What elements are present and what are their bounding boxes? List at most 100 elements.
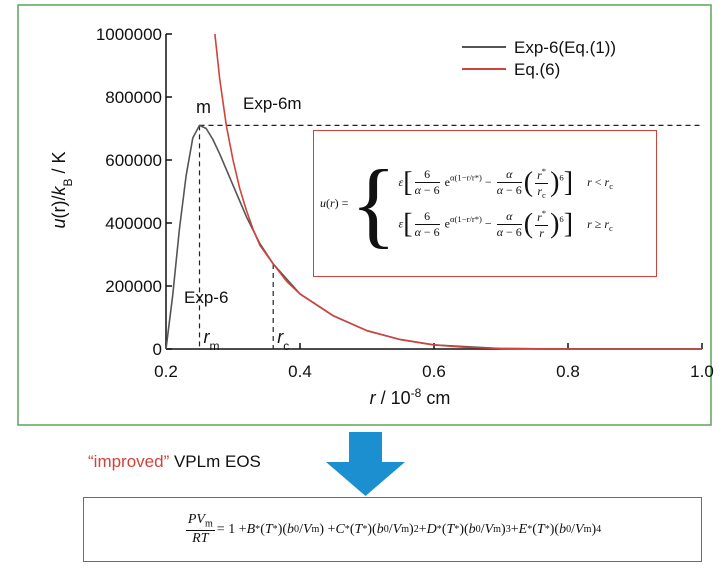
y-tick-label: 0 xyxy=(153,340,162,359)
annotation: m xyxy=(196,97,211,117)
label-part: / K xyxy=(49,151,69,178)
math-token: b xyxy=(559,521,567,537)
x-tick-label: 0.6 xyxy=(422,362,446,381)
math-token: ( xyxy=(532,521,537,537)
label-part: B xyxy=(61,179,75,187)
caption-text: VPLm EOS xyxy=(169,452,261,471)
math-token: 6 xyxy=(559,172,564,183)
math-token: r xyxy=(587,216,592,231)
denominator: RT xyxy=(186,531,215,547)
numerator: r* xyxy=(535,166,549,184)
math-token: 0 xyxy=(294,524,300,535)
math-token: )( xyxy=(459,521,469,537)
math-token: − 6 xyxy=(503,225,522,240)
math-token: * xyxy=(544,524,550,535)
math-token: e xyxy=(441,216,450,231)
y-tick-label: 200000 xyxy=(105,277,162,296)
math-token: − xyxy=(481,174,495,189)
math-token: * xyxy=(527,524,533,535)
math-token: T xyxy=(354,521,363,537)
math-token: m xyxy=(493,524,502,535)
denominator: α − 6 xyxy=(415,183,440,198)
label-part: r xyxy=(204,327,211,347)
math-token: α xyxy=(496,225,503,240)
math-token: V xyxy=(392,521,402,537)
plot: 0 200000 400000 600000 800000 1000000 0.2 0.4 0.… xyxy=(49,25,714,408)
math-token: b xyxy=(287,521,295,537)
math-token: [ xyxy=(403,166,413,198)
math-token: * xyxy=(362,524,368,535)
math-token: ε xyxy=(398,216,404,231)
label-part: cm xyxy=(421,388,450,408)
math-token: b xyxy=(468,521,476,537)
math-token: ) xyxy=(591,521,597,537)
math-token: 0 xyxy=(383,524,389,535)
math-token: α xyxy=(414,183,421,198)
label-part: k xyxy=(49,186,69,196)
math-token: ( xyxy=(523,208,534,240)
math-token: ( xyxy=(326,196,330,210)
annotation: Exp-6 xyxy=(184,288,228,307)
denominator: α − 6 xyxy=(415,225,440,240)
math-token: * xyxy=(454,524,460,535)
label-part: (r)/ xyxy=(49,196,69,219)
math-token: α xyxy=(496,183,503,198)
math-token: / xyxy=(480,521,485,537)
label-part: r xyxy=(277,327,284,347)
math-token: ε xyxy=(398,174,404,189)
math-token: 3 xyxy=(505,524,511,535)
fraction: r* rc xyxy=(535,166,549,200)
x-axis-label: r / 10-8 cm xyxy=(370,386,451,408)
x-tick-label: 0.8 xyxy=(556,362,580,381)
math-token: − 6 xyxy=(420,183,440,198)
caption-highlight: “improved” xyxy=(88,452,170,471)
math-token: m xyxy=(583,524,592,535)
denominator: rc xyxy=(535,184,548,200)
math-token: c xyxy=(609,180,614,191)
math-token: u xyxy=(320,196,326,210)
numerator: 6 xyxy=(414,209,440,226)
math-token: − 6 xyxy=(503,183,522,198)
label-part: m xyxy=(210,339,220,353)
math-token: D xyxy=(426,521,437,537)
numerator: α xyxy=(496,167,522,184)
math-token: ) xyxy=(550,208,560,240)
math-token: T xyxy=(536,521,545,537)
math-token: α xyxy=(414,225,421,240)
math-token: α xyxy=(506,167,513,182)
math-token: r xyxy=(604,174,610,189)
numerator: 6 xyxy=(414,167,440,184)
label-part: / 10 xyxy=(376,388,411,408)
math-token: / xyxy=(388,521,393,537)
x-tick-label: 0.2 xyxy=(154,362,178,381)
math-token: c xyxy=(609,222,613,233)
math-token: 6 xyxy=(424,167,431,182)
x-tick-label: 0.4 xyxy=(288,362,312,381)
math-token: 2 xyxy=(413,524,419,535)
math-token: α xyxy=(506,209,513,224)
math-token: * xyxy=(272,524,278,535)
y-tick-label: 400000 xyxy=(105,214,162,233)
y-tick-label: 800000 xyxy=(105,88,162,107)
math-token: 0 xyxy=(475,524,481,535)
math-token: [ xyxy=(403,208,413,240)
math-token: ( xyxy=(260,521,265,537)
down-arrow xyxy=(326,432,405,496)
math-token: − 6 xyxy=(420,225,440,240)
y-tick-label: 1000000 xyxy=(96,25,162,44)
math-token: r xyxy=(539,226,544,241)
math-token: c xyxy=(542,190,546,200)
math-token: ≥ xyxy=(591,216,605,231)
math-token: 6 xyxy=(559,214,564,225)
math-token: m xyxy=(311,524,320,535)
math-token: = 1 + xyxy=(216,521,247,537)
x-tick-label: 1.0 xyxy=(690,362,714,381)
reference-label: rm xyxy=(204,327,220,353)
math-token: PV xyxy=(187,512,205,528)
